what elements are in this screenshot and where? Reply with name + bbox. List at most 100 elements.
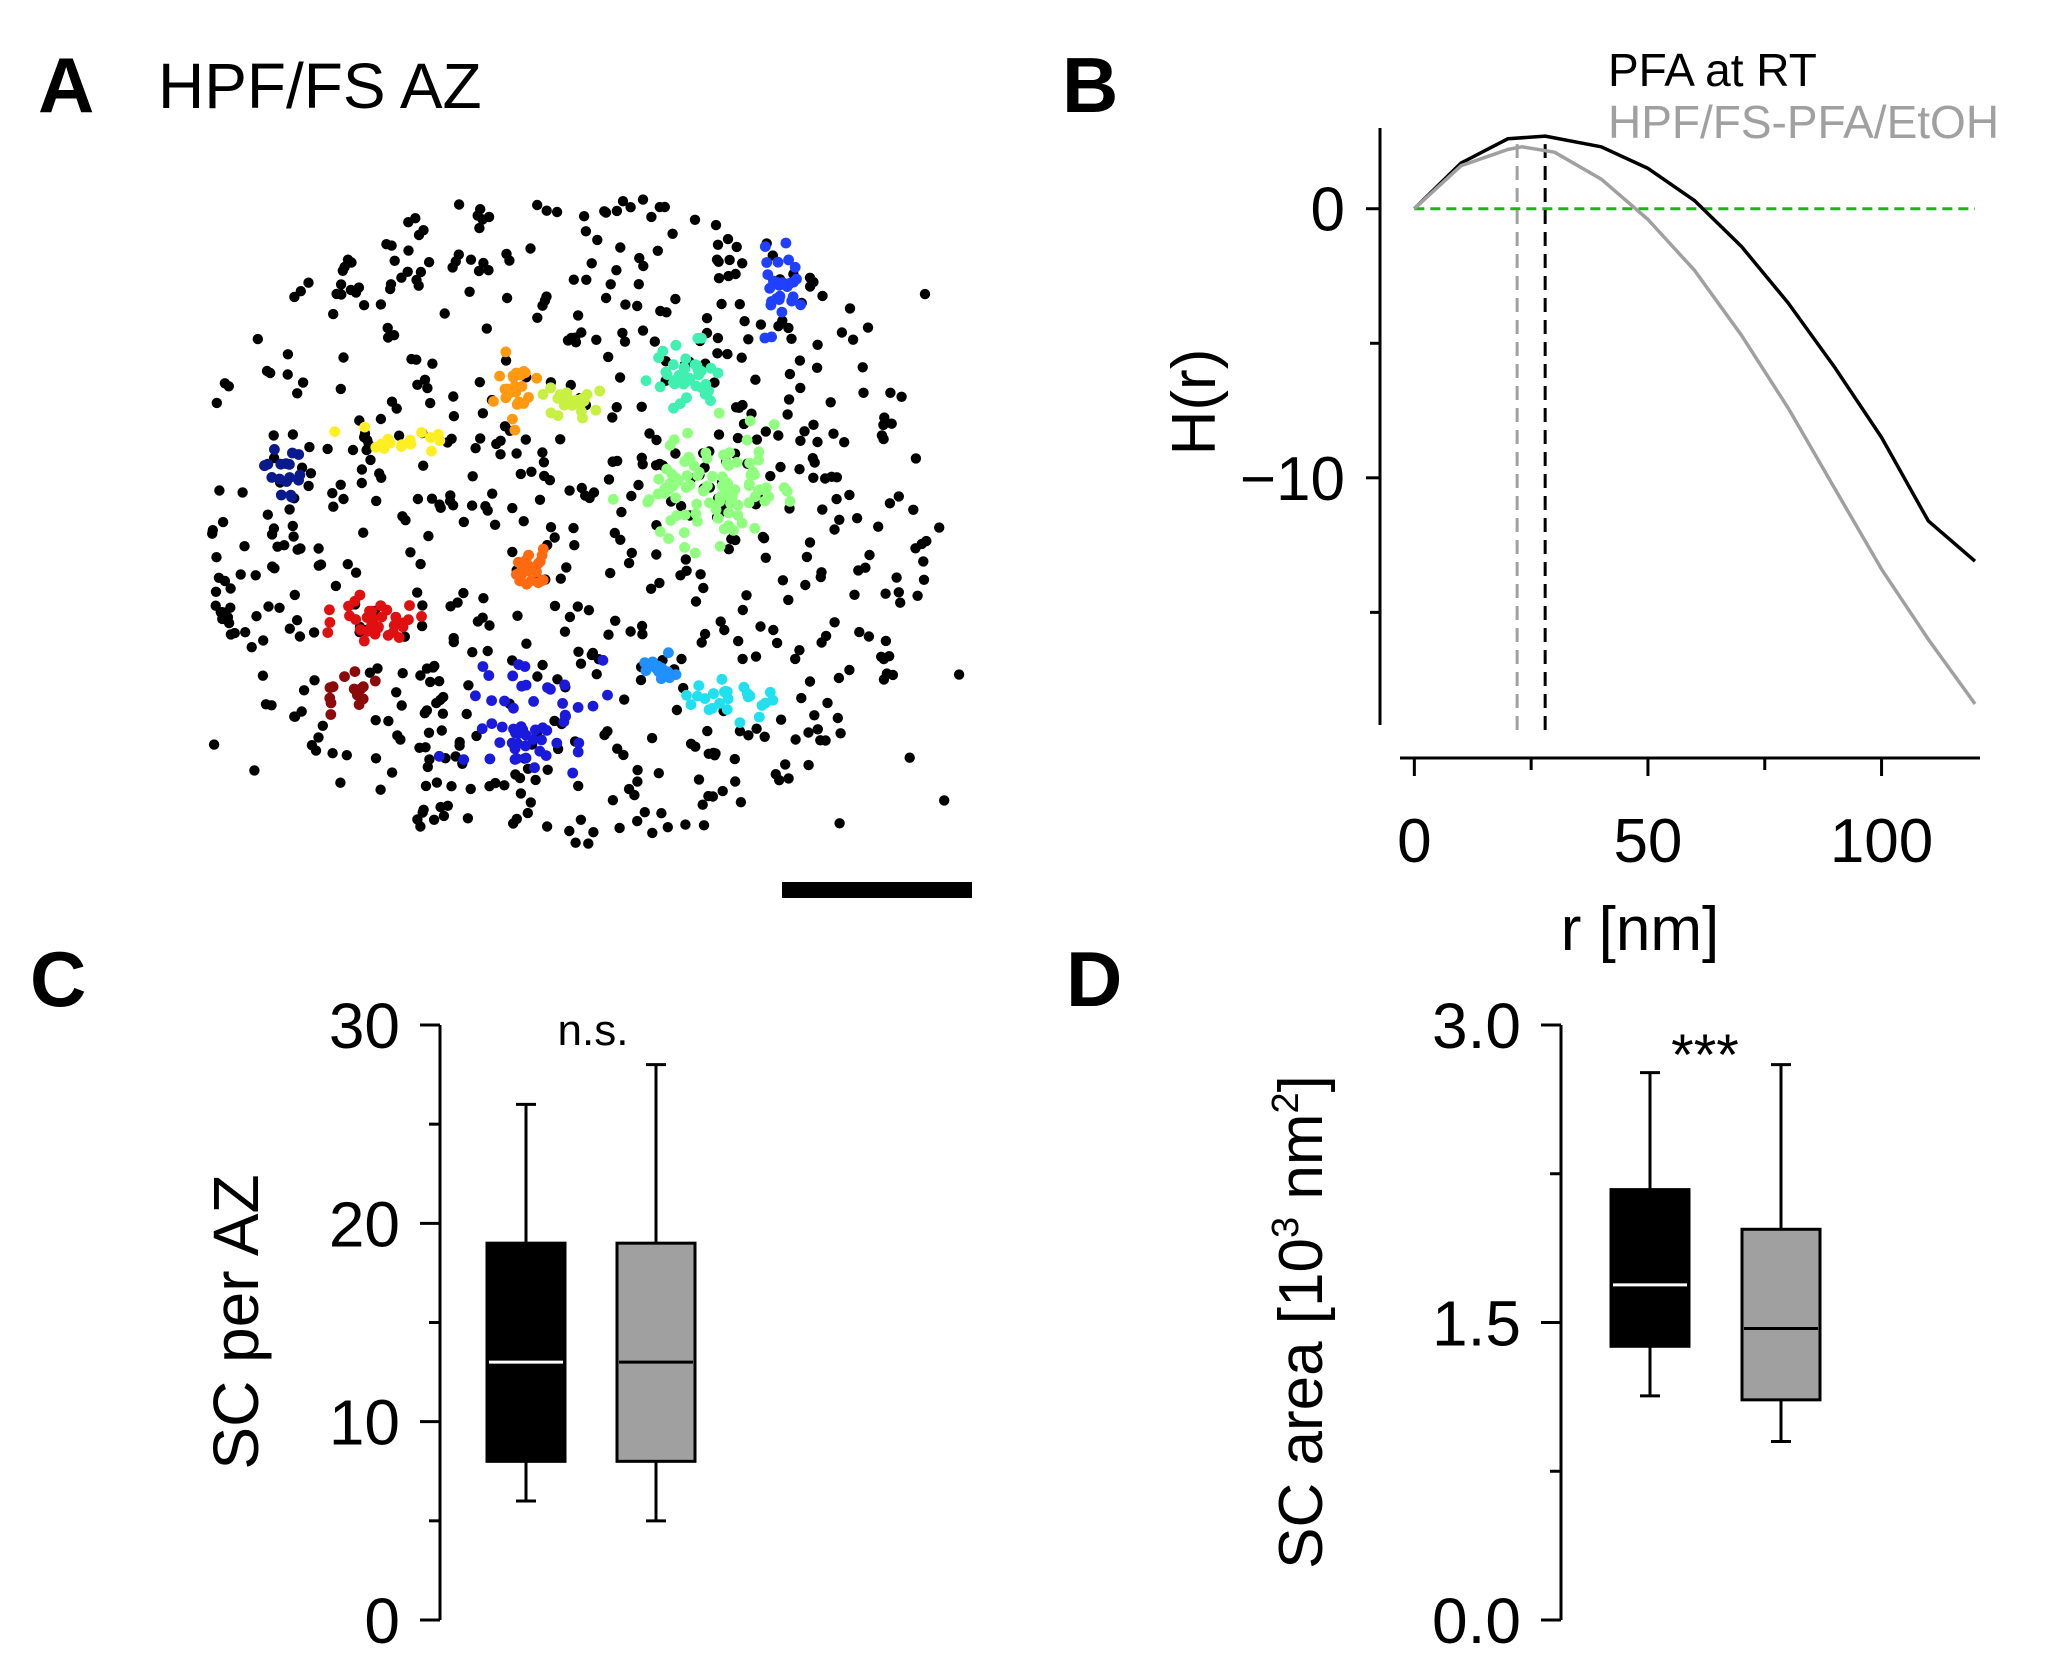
scatter-point <box>362 435 373 446</box>
cluster-point <box>670 339 682 351</box>
scatter-point <box>397 668 408 679</box>
scatter-point <box>416 620 428 632</box>
cluster-point <box>744 478 755 490</box>
scatter-point <box>651 434 662 446</box>
scatter-point <box>592 234 603 246</box>
scatter-point <box>615 534 626 545</box>
cluster-point <box>680 482 692 493</box>
scatter-point <box>637 325 649 336</box>
scatter-point <box>412 493 424 505</box>
cluster-point <box>534 745 546 757</box>
cluster-point <box>728 525 739 536</box>
scatter-point <box>734 726 746 737</box>
cluster-point <box>294 469 306 481</box>
scatter-point <box>803 759 814 771</box>
b-x-tick-label: 100 <box>1830 807 1933 876</box>
scatter-point <box>774 775 785 786</box>
cluster-point <box>668 434 680 446</box>
scatter-point <box>405 547 416 558</box>
scatter-point <box>211 552 222 563</box>
cluster-point <box>375 600 387 611</box>
scatter-point <box>794 355 806 366</box>
scatter-point <box>249 765 260 776</box>
b-lines <box>1413 134 1977 730</box>
cluster-point <box>433 750 445 762</box>
c-box <box>485 1241 567 1463</box>
scatter-point <box>639 807 650 818</box>
scatter-point <box>611 402 622 413</box>
scatter-point <box>481 323 492 334</box>
cluster-point <box>511 753 523 764</box>
cluster-point <box>729 484 741 495</box>
scatter-point <box>783 322 794 334</box>
c-y-tick-label: 20 <box>329 1188 400 1260</box>
scatter-point <box>415 558 426 570</box>
scatter-point <box>881 668 893 679</box>
scatter-point <box>465 254 477 265</box>
scatter-point <box>388 330 400 341</box>
cluster-point <box>513 659 525 670</box>
scatter-point <box>294 631 306 642</box>
scatter-point <box>335 279 347 290</box>
scatter-point <box>472 616 484 627</box>
cluster-point <box>639 657 651 668</box>
scatter-point <box>739 316 750 327</box>
scatter-point <box>676 653 687 665</box>
scatter-point <box>435 694 446 706</box>
cluster-point <box>710 504 722 516</box>
scatter-point <box>737 258 748 269</box>
scatter-point <box>670 293 681 305</box>
scatter-point <box>386 767 398 778</box>
scatter-point <box>534 494 546 505</box>
scatter-point <box>638 260 649 272</box>
panel-c-letter: C <box>30 935 86 1023</box>
cluster-point <box>766 296 777 307</box>
cluster-point <box>699 693 711 704</box>
scatter-point <box>375 299 387 310</box>
scatter-point <box>834 818 845 829</box>
cluster-point <box>390 611 402 623</box>
cluster-point <box>567 767 579 779</box>
scatter-point <box>454 740 465 751</box>
scatter-point <box>743 334 754 345</box>
cluster-point <box>476 723 488 735</box>
scatter-point <box>605 279 616 290</box>
scatter-point <box>559 626 571 637</box>
b-series-line <box>1413 134 1977 563</box>
panel-b-letter: B <box>1062 41 1118 129</box>
cluster-point <box>691 498 703 510</box>
scatter-point <box>305 468 317 479</box>
cluster-point <box>367 614 379 626</box>
cluster-point <box>738 681 750 693</box>
scatter-point <box>586 649 597 661</box>
scatter-point <box>878 433 889 445</box>
cluster-point <box>791 273 802 285</box>
scatter-point <box>210 600 221 611</box>
cluster-point <box>602 689 613 701</box>
scatter-point <box>507 502 518 514</box>
scatter-point <box>504 255 515 266</box>
scatter-point <box>421 705 433 716</box>
scatter-point <box>292 388 303 399</box>
cluster-point <box>716 480 728 492</box>
scatter-point <box>472 210 483 221</box>
scatter-point <box>261 365 273 377</box>
scatter-point <box>891 572 902 583</box>
scatter-point <box>478 593 489 604</box>
cluster-point <box>674 398 686 409</box>
cluster-point <box>671 510 683 521</box>
scatter-point <box>495 435 506 446</box>
scatter-point <box>722 348 733 360</box>
scatter-point <box>418 225 429 236</box>
scatter-point <box>655 305 666 317</box>
scatter-point <box>775 714 787 725</box>
cluster-point <box>559 679 571 691</box>
scatter-point <box>731 241 742 253</box>
scatter-point <box>607 412 618 423</box>
scatter-point <box>427 358 438 369</box>
scatter-point <box>466 500 478 511</box>
scatter-point <box>570 837 581 848</box>
cluster-point <box>552 410 564 421</box>
cluster-point <box>339 671 350 682</box>
scatter-point <box>565 379 576 391</box>
